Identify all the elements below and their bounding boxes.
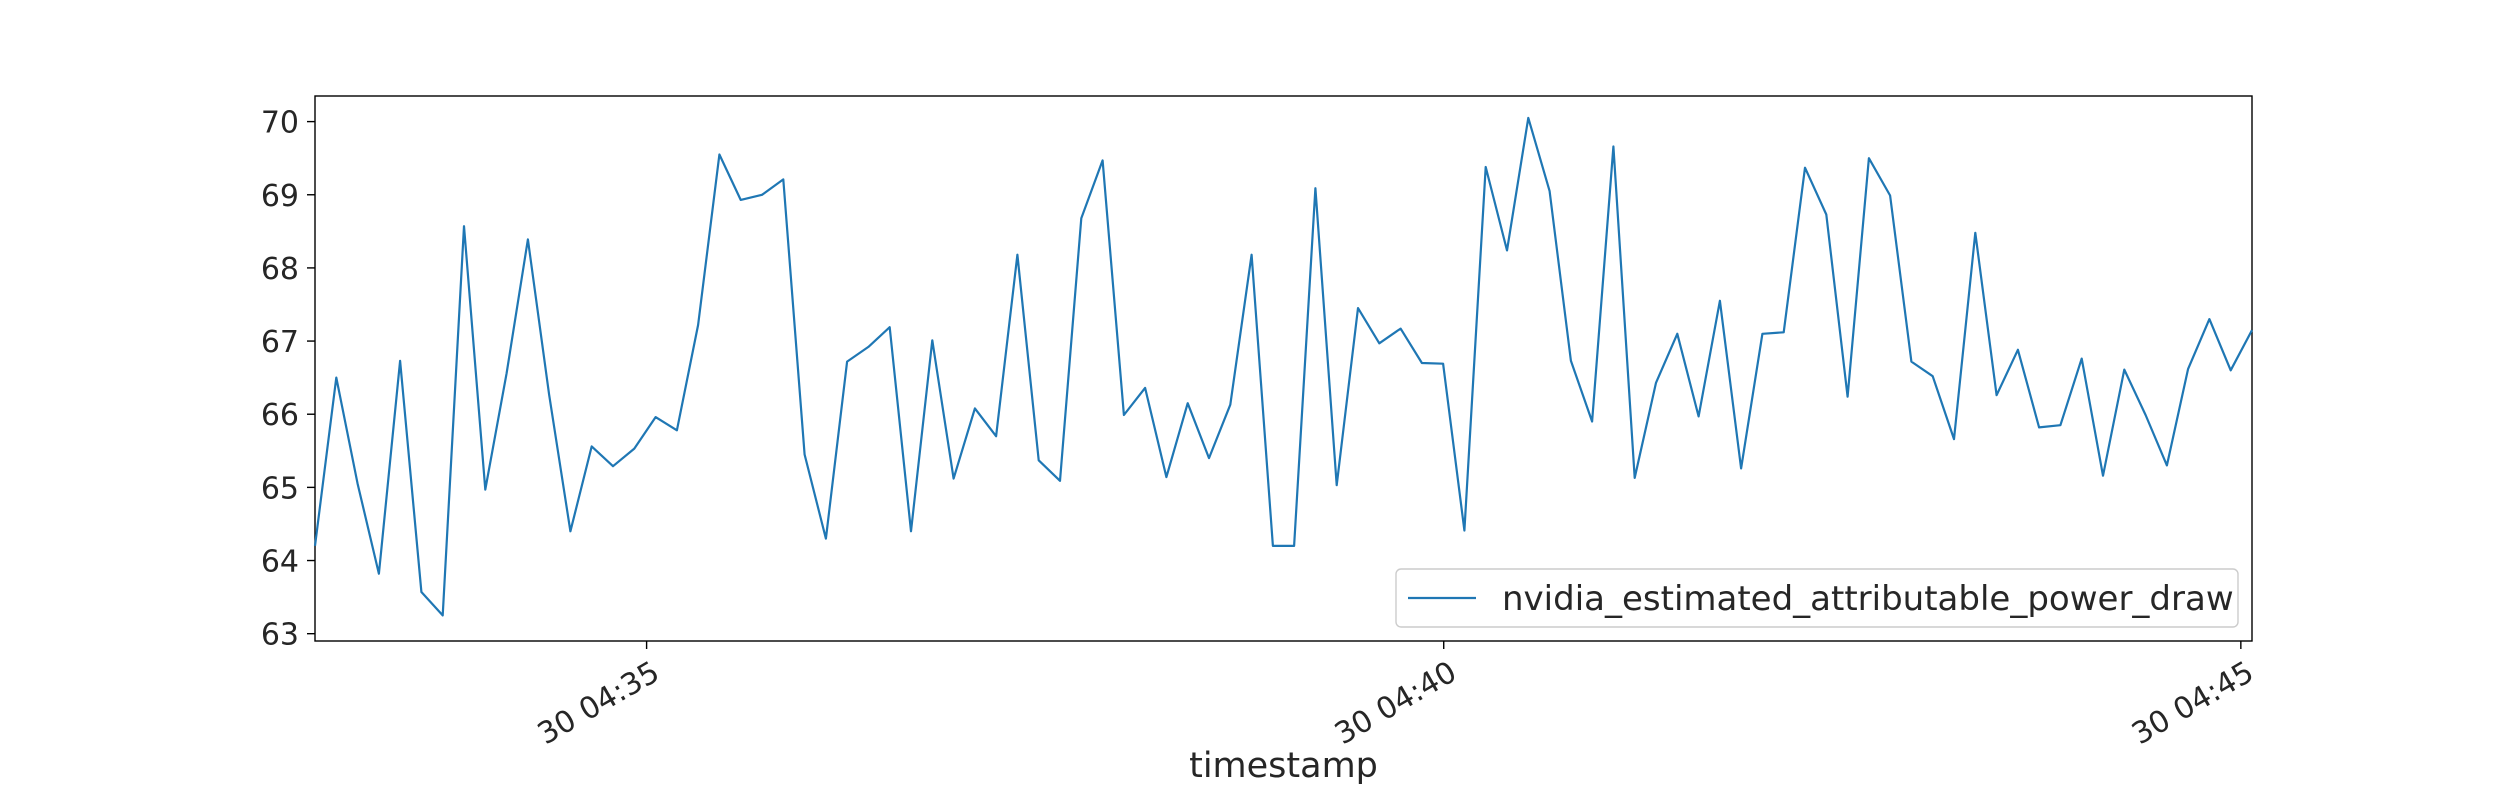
- x-tick-label: 30 04:45: [2126, 655, 2260, 752]
- y-tick-label: 67: [261, 325, 299, 360]
- y-tick-label: 66: [261, 398, 299, 433]
- x-tick-label: 30 04:40: [1329, 655, 1463, 752]
- series-group: [313, 116, 2253, 617]
- legend-box: [1395, 568, 2239, 628]
- y-tick-label: 69: [261, 179, 299, 214]
- x-tick-label: 30 04:35: [532, 655, 666, 752]
- y-tick-label: 70: [261, 106, 299, 141]
- y-tick-label: 68: [261, 252, 299, 287]
- plot-frame: [314, 95, 2253, 642]
- y-tick-label: 63: [261, 618, 299, 653]
- legend: nvidia_estimated_attributable_power_draw: [1395, 568, 2239, 628]
- y-tick-label: 64: [261, 545, 299, 580]
- series-line: [313, 116, 2253, 617]
- x-axis: 30 04:35 30 04:40 30 04:45: [532, 641, 2260, 752]
- y-tick-label: 65: [261, 471, 299, 506]
- x-axis-title: timestamp: [1189, 746, 1378, 786]
- legend-label: nvidia_estimated_attributable_power_draw: [1502, 579, 2234, 619]
- y-axis: 63 64 65 66 67 68 69 70: [261, 106, 315, 653]
